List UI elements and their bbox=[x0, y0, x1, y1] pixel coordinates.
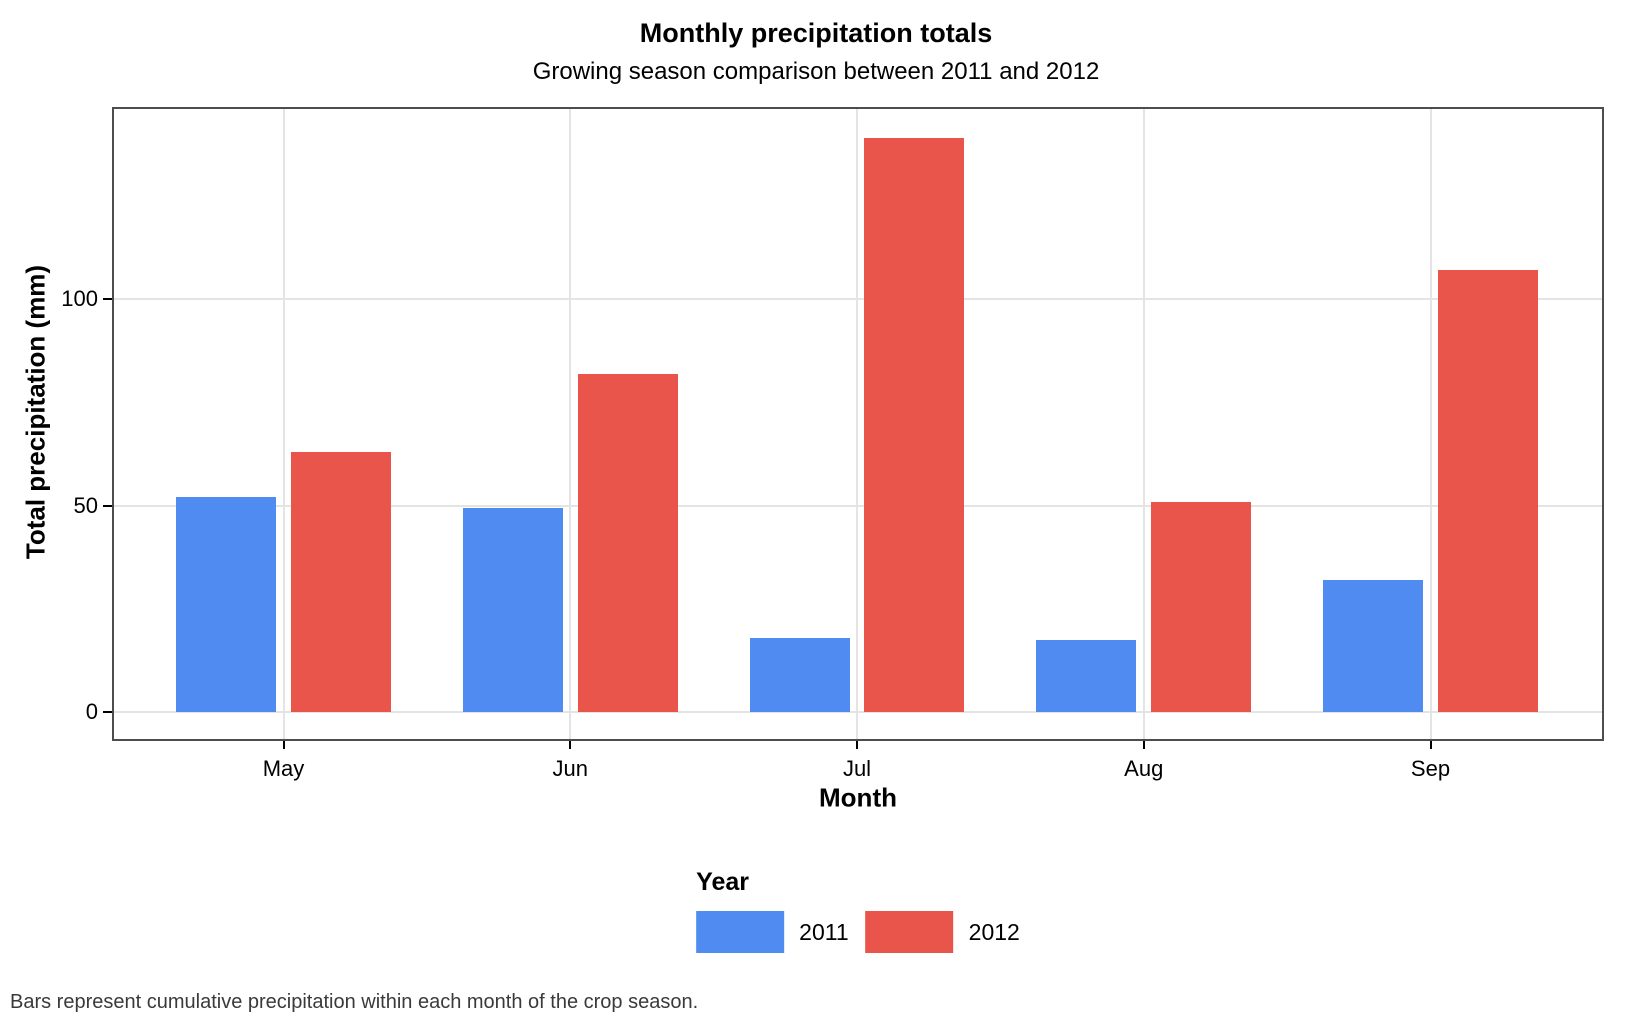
bar-2011-Sep bbox=[1323, 580, 1424, 713]
x-tick-Jul bbox=[856, 741, 858, 749]
legend: Year 2011 2012 bbox=[696, 868, 1020, 953]
legend-label-2012: 2012 bbox=[968, 918, 1020, 945]
gridline-vertical-May bbox=[282, 107, 285, 741]
bar-2012-Jul bbox=[864, 138, 965, 713]
y-tick-label-0: 0 bbox=[85, 699, 98, 725]
legend-swatch-2011 bbox=[696, 911, 785, 953]
gridline-vertical-Aug bbox=[1142, 107, 1145, 741]
y-tick-label-50: 50 bbox=[73, 492, 98, 518]
x-tick-Sep bbox=[1429, 741, 1432, 749]
x-tick-label-Jul: Jul bbox=[842, 756, 872, 781]
bar-2012-May bbox=[290, 452, 391, 713]
legend-label-2011: 2011 bbox=[799, 918, 849, 945]
x-tick-May bbox=[282, 741, 285, 749]
gridline-horizontal-50 bbox=[112, 504, 1604, 507]
legend-item-2011: 2011 bbox=[696, 911, 849, 953]
x-tick-label-Sep: Sep bbox=[1410, 756, 1451, 781]
gridline-vertical-Sep bbox=[1429, 107, 1432, 741]
bar-2011-Aug bbox=[1036, 639, 1137, 713]
gridline-horizontal-0 bbox=[112, 711, 1604, 714]
chart-title: Monthly precipitation totals bbox=[639, 18, 993, 48]
legend-item-2012: 2012 bbox=[865, 911, 1020, 953]
bar-2012-Aug bbox=[1151, 501, 1252, 713]
x-tick-Aug bbox=[1142, 741, 1145, 749]
x-tick-label-May: May bbox=[262, 756, 305, 781]
bar-2011-Jun bbox=[462, 507, 563, 713]
chart-subtitle: Growing season comparison between 2011 a… bbox=[532, 58, 1100, 85]
x-tick-Jun bbox=[569, 741, 572, 749]
bar-2011-Jul bbox=[749, 637, 850, 713]
bar-2011-May bbox=[176, 497, 277, 713]
caption: Bars represent cumulative precipitation … bbox=[10, 991, 699, 1013]
x-tick-label-Aug: Aug bbox=[1124, 756, 1164, 781]
gridline-vertical-Jun bbox=[569, 107, 572, 741]
bar-2012-Jun bbox=[577, 373, 678, 713]
y-tick-100 bbox=[103, 298, 112, 301]
x-tick-label-Jun: Jun bbox=[552, 756, 588, 781]
gridline-horizontal-100 bbox=[112, 298, 1604, 301]
legend-swatch-2012 bbox=[865, 911, 954, 953]
y-tick-50 bbox=[103, 504, 112, 507]
y-axis-title: Total precipitation (mm) bbox=[20, 264, 51, 560]
y-tick-label-100: 100 bbox=[61, 286, 98, 312]
gridline-vertical-Jul bbox=[856, 107, 858, 741]
y-tick-0 bbox=[103, 711, 112, 714]
bar-2012-Sep bbox=[1437, 270, 1538, 713]
legend-items: 2011 2012 bbox=[696, 911, 1020, 953]
legend-title: Year bbox=[696, 868, 750, 896]
x-axis-title: Month bbox=[819, 782, 897, 813]
plot-panel bbox=[112, 107, 1604, 741]
